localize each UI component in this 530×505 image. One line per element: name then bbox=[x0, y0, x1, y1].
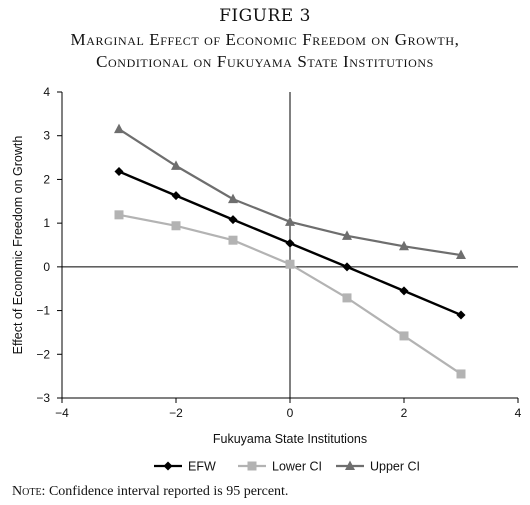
chart-axes bbox=[57, 91, 519, 403]
y-tick-label: −2 bbox=[36, 347, 50, 361]
series-point-lower-ci bbox=[228, 235, 238, 245]
x-tick-label: 4 bbox=[515, 406, 522, 420]
y-tick-label: 4 bbox=[43, 85, 50, 99]
y-tick-label: 0 bbox=[43, 260, 50, 274]
series-point-upper-ci bbox=[171, 160, 181, 170]
y-tick-label: 2 bbox=[43, 172, 50, 186]
chart-series bbox=[114, 123, 466, 379]
series-point-lower-ci bbox=[342, 293, 352, 303]
x-tick-label: −4 bbox=[55, 406, 69, 420]
figure-title-line-2: Conditional on Fukuyama State Institutio… bbox=[96, 52, 434, 71]
x-tick-label: −2 bbox=[169, 406, 183, 420]
series-point-efw bbox=[228, 215, 238, 225]
series-point-efw bbox=[171, 191, 181, 201]
note-text: Confidence interval reported is 95 perce… bbox=[45, 484, 289, 499]
legend-label-efw: EFW bbox=[188, 460, 216, 474]
note-lead: Note: bbox=[12, 484, 46, 499]
y-tick-label: 1 bbox=[43, 216, 50, 230]
series-point-upper-ci bbox=[342, 230, 352, 240]
figure-label: FIGURE 3 bbox=[219, 6, 311, 26]
series-point-upper-ci bbox=[114, 123, 124, 134]
legend-label-upper-ci: Upper CI bbox=[370, 460, 420, 474]
series-point-upper-ci bbox=[456, 249, 466, 260]
series-point-efw bbox=[399, 286, 409, 296]
chart-tick-labels: −3 −2 −1 0 1 2 3 4 −4 −2 0 2 4 bbox=[36, 85, 521, 420]
figure-note: Note: Confidence interval reported is 95… bbox=[12, 484, 522, 500]
legend-marker-lower-ci bbox=[247, 461, 257, 471]
series-point-efw bbox=[342, 262, 352, 272]
legend-marker-upper-ci bbox=[345, 460, 355, 470]
series-point-lower-ci bbox=[114, 210, 124, 220]
series-point-lower-ci bbox=[399, 331, 409, 341]
legend-marker-efw bbox=[163, 461, 173, 471]
series-point-lower-ci bbox=[285, 259, 295, 269]
series-point-upper-ci bbox=[228, 193, 238, 204]
y-axis-title: Effect of Economic Freedom on Growth bbox=[11, 136, 25, 355]
series-point-lower-ci bbox=[171, 221, 181, 231]
chart: −3 −2 −1 0 1 2 3 4 −4 −2 0 2 4 Fukuyama State Instit… bbox=[11, 85, 522, 474]
x-tick-label: 0 bbox=[287, 406, 294, 420]
chart-legend: EFW Lower CI Upper CI bbox=[154, 460, 420, 474]
series-point-efw bbox=[285, 238, 295, 248]
x-axis-title: Fukuyama State Institutions bbox=[213, 432, 367, 446]
figure-title-line-1: Marginal Effect of Economic Freedom on G… bbox=[70, 30, 460, 49]
series-point-lower-ci bbox=[456, 369, 466, 379]
x-tick-label: 2 bbox=[401, 406, 408, 420]
y-tick-label: −3 bbox=[36, 391, 50, 405]
series-point-efw bbox=[114, 167, 124, 177]
legend-label-lower-ci: Lower CI bbox=[272, 460, 322, 474]
y-tick-label: −1 bbox=[36, 304, 50, 318]
series-point-efw bbox=[456, 310, 466, 320]
y-tick-label: 3 bbox=[43, 129, 50, 143]
series-point-upper-ci bbox=[285, 216, 295, 226]
series-point-upper-ci bbox=[399, 240, 409, 251]
